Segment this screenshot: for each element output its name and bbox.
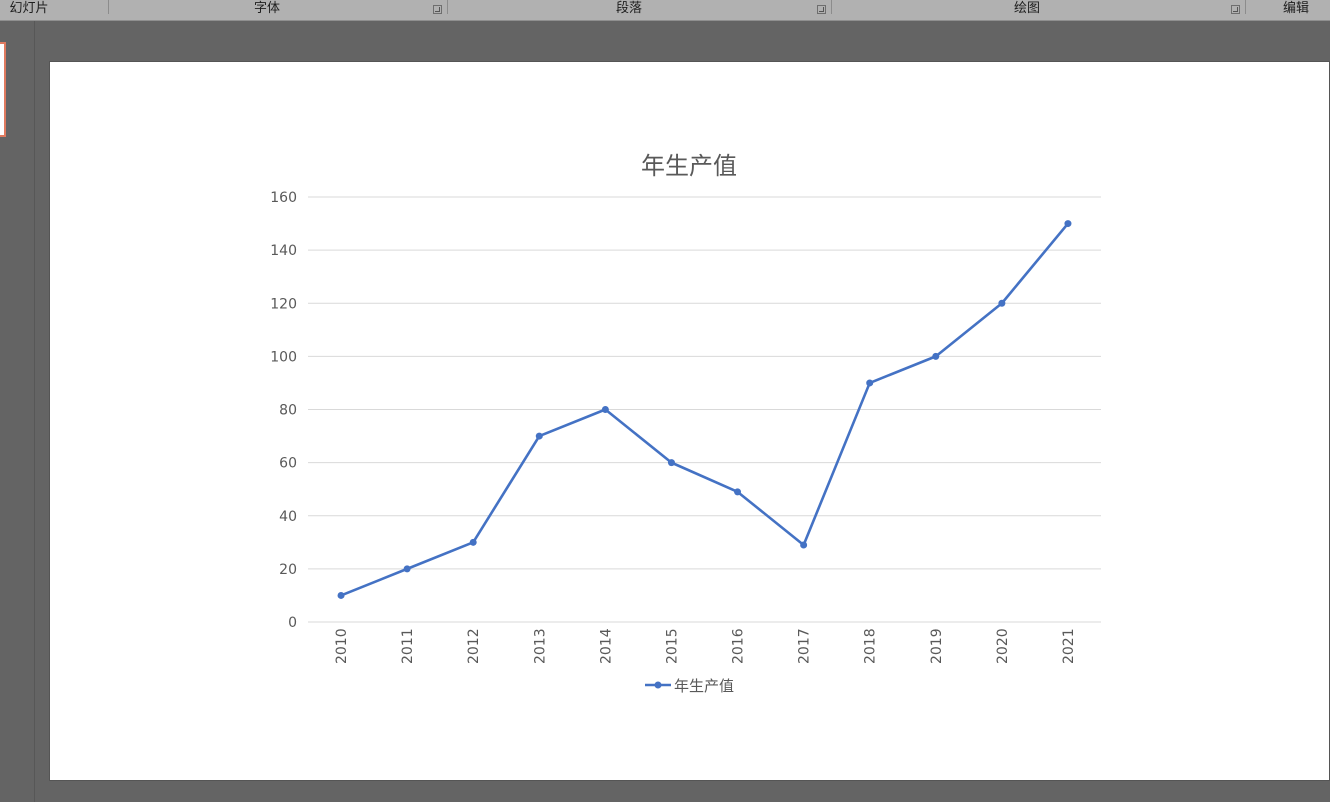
ribbon-separator [447,0,448,14]
ribbon-separator [1245,0,1246,14]
data-point [403,565,411,573]
x-tick-label: 2017 [797,628,813,664]
legend-label: 年生产值 [674,677,734,695]
y-tick-label: 80 [279,403,297,419]
x-tick-label: 2016 [731,628,747,664]
ribbon-group-editing: 编辑 [1282,1,1309,16]
y-tick-label: 120 [270,296,297,312]
y-tick-label: 140 [270,243,297,259]
ribbon-separator [108,0,109,14]
data-point [866,379,874,387]
legend-marker [654,681,662,689]
data-point [734,488,742,496]
series-line [340,222,1069,597]
ribbon-group-font: 字体 [253,1,280,16]
data-point [469,538,477,546]
y-tick-label: 100 [270,349,297,365]
font-dialog-launcher-icon[interactable] [433,5,442,14]
x-tick-label: 2018 [863,628,879,664]
y-tick-label: 20 [279,562,297,578]
data-point [1064,220,1072,228]
data-point [998,299,1006,307]
data-point [800,541,808,549]
x-tick-label: 2010 [334,628,350,664]
ribbon-group-bar: 幻灯片 字体 段落 绘图 编辑 [0,0,1330,21]
slide-thumbnail-pane[interactable] [0,21,35,802]
x-tick-label: 2019 [929,628,945,664]
ribbon-separator [831,0,832,14]
data-point [601,406,609,413]
data-point [337,591,345,599]
x-tick-label: 2015 [664,628,680,664]
data-point [932,352,940,360]
ribbon-group-paragraph: 段落 [615,1,642,16]
y-tick-label: 60 [279,456,297,472]
slide-canvas[interactable] [49,61,1330,781]
data-point [667,459,675,467]
x-tick-label: 2013 [532,628,548,664]
x-tick-label: 2021 [1061,628,1077,664]
chart-title: 年生产值 [641,152,737,180]
x-tick-label: 2020 [995,628,1011,664]
slide-thumbnail[interactable] [0,42,6,137]
ribbon-group-drawing: 绘图 [1013,1,1040,16]
paragraph-dialog-launcher-icon[interactable] [817,5,826,14]
drawing-dialog-launcher-icon[interactable] [1231,5,1240,14]
x-tick-label: 2014 [598,628,614,664]
y-tick-label: 40 [279,509,297,525]
ribbon-group-slides: 幻灯片 [9,1,49,16]
y-tick-label: 160 [270,190,297,206]
y-tick-label: 0 [288,615,297,631]
data-point [535,432,543,440]
x-tick-label: 2012 [466,628,482,664]
x-tick-label: 2011 [400,628,416,664]
